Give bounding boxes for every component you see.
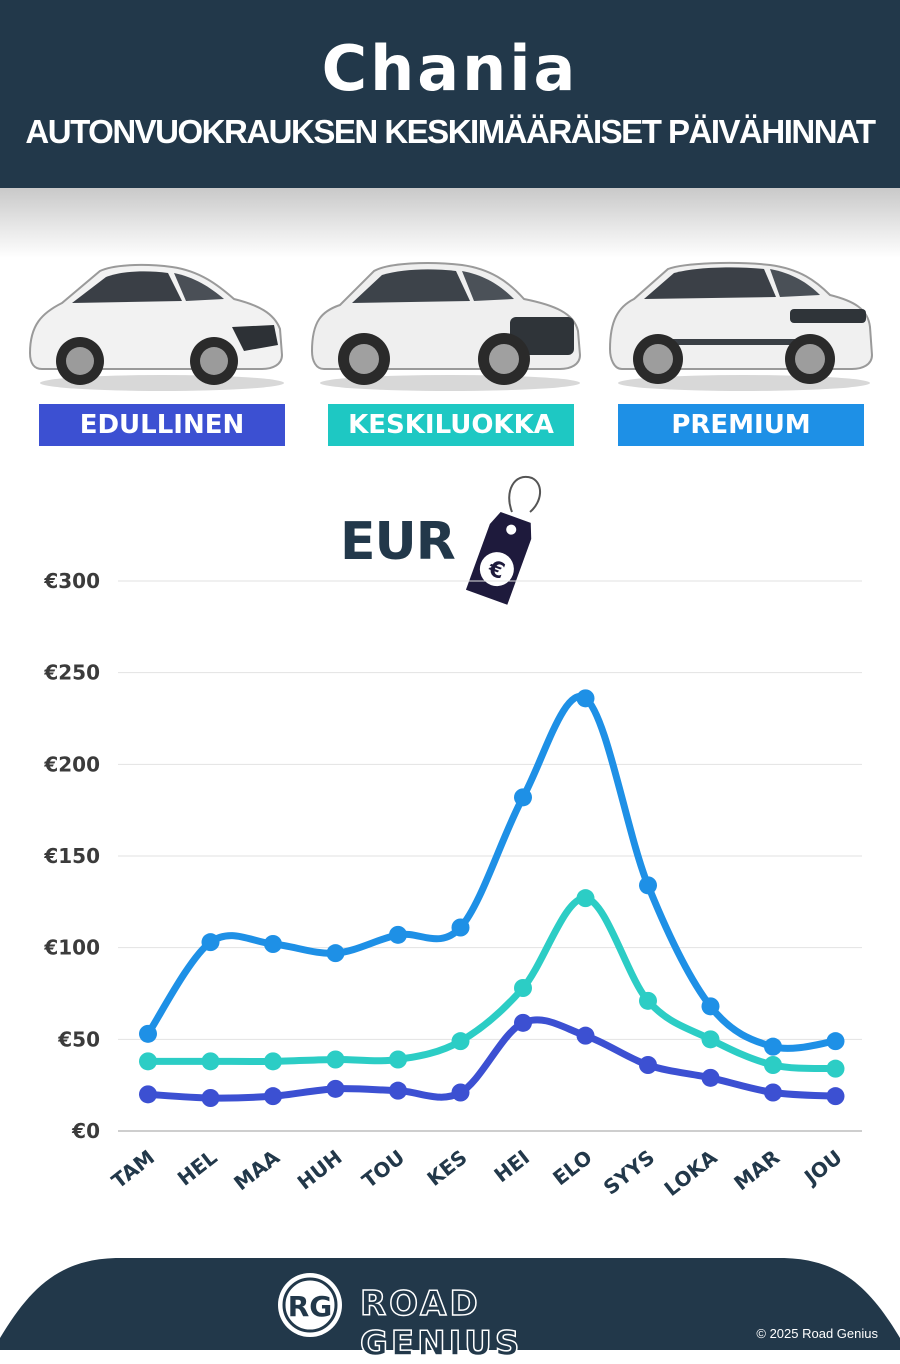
x-tick-label: SYYS (599, 1145, 659, 1199)
data-point (764, 1037, 782, 1056)
series-premium (139, 689, 845, 1056)
category-badge-premium: PREMIUM (618, 404, 864, 446)
data-point (201, 1089, 220, 1107)
rg-logo-icon: RG (278, 1273, 342, 1337)
data-point (514, 788, 532, 807)
category-badge-midsize: KESKILUOKKA (328, 404, 574, 446)
data-point (764, 1083, 782, 1102)
data-point (701, 997, 720, 1016)
x-tick-label: MAR (729, 1145, 784, 1195)
series-line (144, 894, 839, 1073)
x-tick-label: LOKA (660, 1145, 722, 1201)
data-point (639, 991, 657, 1010)
x-tick-label: HUH (293, 1145, 347, 1195)
y-tick-label: €200 (43, 752, 100, 776)
series-line (144, 693, 839, 1052)
data-point (826, 1087, 845, 1106)
page-title: Chania (321, 32, 579, 105)
data-point (451, 1083, 470, 1102)
brand-name: ROAD GENIUS (359, 1283, 523, 1364)
x-tick-label: KES (422, 1145, 471, 1191)
x-tick-label: MAA (229, 1145, 284, 1196)
y-tick-label: €300 (43, 569, 100, 593)
data-point (201, 1052, 220, 1071)
midsize-car-image (310, 262, 582, 391)
x-tick-label: HEI (489, 1145, 534, 1187)
header: Chania AUTONVUOKRAUKSEN KESKIMÄÄRÄISET P… (0, 0, 900, 188)
data-point (201, 933, 220, 952)
x-tick-label: JOU (798, 1145, 846, 1190)
data-point (264, 1087, 282, 1106)
data-point (514, 979, 532, 997)
data-point (389, 1081, 407, 1100)
data-point (576, 1026, 595, 1045)
data-point (701, 1068, 720, 1087)
category-badge-economy: EDULLINEN (39, 404, 285, 446)
data-point (139, 1024, 157, 1043)
page-subtitle: AUTONVUOKRAUKSEN KESKIMÄÄRÄISET PÄIVÄHIN… (25, 113, 876, 150)
data-point (514, 1013, 532, 1032)
x-tick-label: TOU (357, 1145, 409, 1193)
y-tick-label: €0 (71, 1119, 100, 1143)
data-point (576, 889, 595, 908)
data-point (764, 1056, 782, 1074)
logo-initials: RG (288, 1290, 333, 1323)
data-point (389, 1050, 407, 1069)
brand-logo: RG ROAD GENIUS (274, 1270, 654, 1364)
x-axis-ticks: TAM HEL MAA HUH TOU KES HEI ELO SYYS LOKA MAR JOU (107, 1145, 847, 1201)
premium-car-image (608, 261, 874, 391)
data-point (326, 1079, 345, 1098)
footer (0, 1258, 900, 1350)
line-chart: €0 €50 €100 €150 €200 €250 €300 TAM HEL MAA HUH TO… (43, 569, 862, 1201)
data-point (701, 1030, 720, 1049)
data-point (826, 1059, 845, 1078)
data-point (639, 1056, 657, 1074)
data-point (639, 876, 657, 895)
economy-car-image (28, 263, 284, 391)
data-point (576, 689, 595, 708)
y-tick-label: €50 (57, 1027, 100, 1051)
data-point (139, 1052, 157, 1071)
copyright: © 2025 Road Genius (756, 1326, 878, 1341)
y-axis-ticks: €0 €50 €100 €150 €200 €250 €300 (43, 569, 100, 1143)
currency-label: EUR (340, 512, 456, 572)
data-point (139, 1085, 157, 1104)
data-point (264, 935, 282, 953)
header-shadow (0, 188, 900, 258)
series-keskiluokka (139, 889, 845, 1078)
data-point (326, 1050, 345, 1069)
data-point (389, 925, 407, 944)
x-tick-label: TAM (107, 1145, 159, 1193)
x-tick-label: HEL (173, 1145, 222, 1191)
series-edullinen (139, 1013, 845, 1107)
y-tick-label: €250 (43, 661, 100, 685)
price-tag-icon: € (465, 475, 541, 605)
y-tick-label: €150 (43, 844, 100, 868)
data-point (451, 1032, 470, 1051)
data-point (826, 1032, 845, 1051)
euro-symbol: € (484, 556, 508, 585)
y-tick-label: €100 (43, 936, 100, 960)
chart-series (139, 689, 845, 1107)
chart-grid (118, 580, 862, 1132)
data-point (451, 918, 470, 937)
x-tick-label: ELO (548, 1145, 596, 1190)
data-point (326, 944, 345, 963)
data-point (264, 1052, 282, 1071)
